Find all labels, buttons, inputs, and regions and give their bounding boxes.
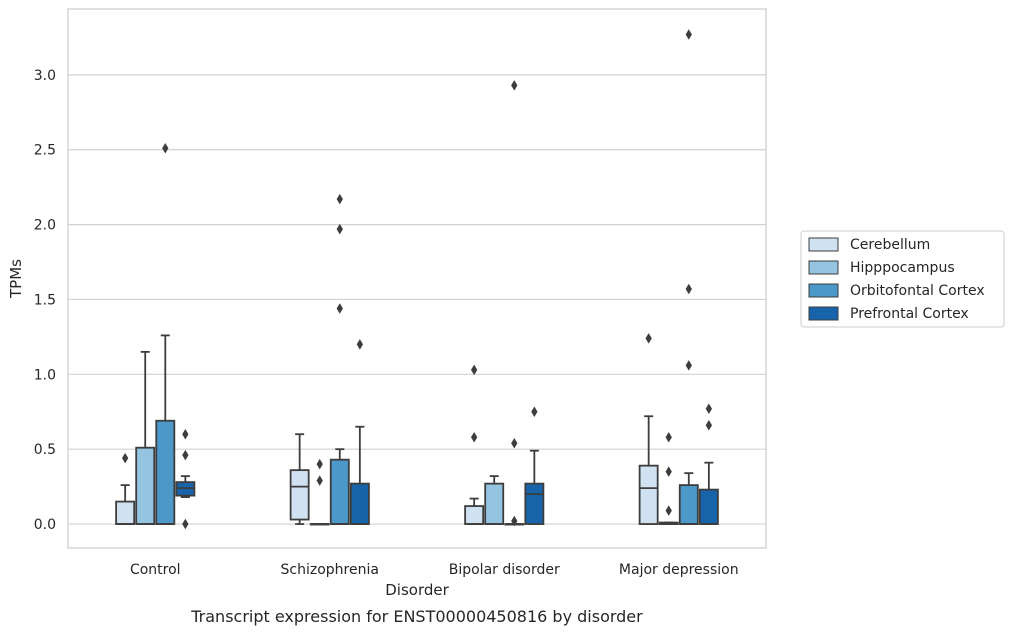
outlier-point bbox=[705, 419, 713, 431]
box-cerebellum bbox=[115, 452, 136, 525]
outlier-point bbox=[511, 515, 518, 527]
legend-swatch bbox=[808, 306, 839, 321]
outlier-point bbox=[665, 466, 672, 477]
box-orbitofontal-cortex bbox=[329, 193, 350, 525]
box-body bbox=[638, 464, 659, 525]
box-body bbox=[155, 419, 176, 525]
box-body bbox=[678, 484, 699, 525]
box-body bbox=[349, 482, 370, 525]
box-hipppocampus bbox=[135, 350, 156, 525]
outlier-point bbox=[511, 80, 518, 91]
legend-label: Orbitofontal Cortex bbox=[850, 283, 985, 299]
y-axis-label: TPMs bbox=[7, 259, 25, 299]
outlier-point bbox=[665, 505, 672, 516]
y-tick-labels: 0.0 0.5 1.0 1.5 2.0 2.5 3.0 bbox=[34, 68, 56, 533]
y-tick-label: 2.5 bbox=[34, 143, 56, 159]
outlier-point bbox=[336, 303, 343, 314]
outlier-point bbox=[685, 360, 692, 371]
x-tick-label: Major depression bbox=[619, 562, 739, 578]
outlier-point bbox=[645, 333, 652, 344]
x-tick-labels: Control Schizophrenia Bipolar disorder Majo… bbox=[130, 562, 739, 578]
legend-swatch bbox=[808, 260, 839, 275]
y-tick-label: 1.0 bbox=[34, 367, 56, 383]
box-cerebellum bbox=[638, 333, 659, 525]
outlier-point bbox=[665, 431, 672, 443]
gridlines bbox=[68, 74, 766, 525]
box-cerebellum bbox=[464, 364, 485, 525]
box-prefrontal-cortex bbox=[698, 403, 719, 525]
box-hipppocampus bbox=[309, 458, 330, 526]
outlier-point bbox=[531, 406, 538, 418]
box-body bbox=[135, 446, 156, 525]
outlier-point bbox=[336, 193, 343, 205]
box-hipppocampus bbox=[658, 431, 679, 525]
outlier-point bbox=[162, 142, 169, 154]
x-tick-label: Bipolar disorder bbox=[449, 562, 560, 578]
outlier-point bbox=[685, 29, 692, 40]
box-body bbox=[329, 458, 350, 525]
outlier-point bbox=[182, 518, 189, 530]
box-prefrontal-cortex bbox=[349, 339, 370, 525]
outlier-point bbox=[356, 339, 364, 350]
y-tick-label: 2.0 bbox=[34, 218, 56, 234]
outlier-point bbox=[121, 452, 129, 464]
box-body bbox=[115, 500, 136, 525]
legend-swatch bbox=[808, 237, 839, 252]
outlier-point bbox=[685, 283, 692, 295]
y-tick-label: 0.0 bbox=[34, 517, 56, 533]
box-body bbox=[698, 488, 719, 525]
legend-frame bbox=[800, 230, 1005, 328]
outlier-point bbox=[182, 449, 189, 461]
x-axis-label: Disorder bbox=[385, 581, 449, 599]
box-prefrontal-cortex bbox=[175, 428, 196, 530]
outlier-point bbox=[705, 403, 713, 415]
x-tick-label: Schizophrenia bbox=[281, 562, 379, 578]
box-orbitofontal-cortex bbox=[504, 80, 525, 527]
legend-label: Prefrontal Cortex bbox=[850, 306, 969, 322]
x-tick-label: Control bbox=[130, 562, 181, 578]
y-tick-label: 1.5 bbox=[34, 292, 56, 308]
outlier-point bbox=[470, 431, 478, 443]
box-orbitofontal-cortex bbox=[155, 142, 176, 525]
box-body bbox=[289, 469, 310, 521]
outlier-point bbox=[511, 437, 518, 449]
box-prefrontal-cortex bbox=[524, 406, 545, 525]
legend: Cerebellum Hipppocampus Orbitofontal Corte… bbox=[800, 230, 1005, 328]
outlier-point bbox=[182, 428, 189, 440]
box-body bbox=[524, 482, 545, 525]
box-cerebellum bbox=[289, 433, 310, 525]
outlier-point bbox=[336, 223, 343, 235]
legend-swatch bbox=[808, 283, 839, 298]
boxes bbox=[115, 29, 719, 530]
y-tick-label: 0.5 bbox=[34, 442, 56, 458]
box-body bbox=[464, 505, 485, 525]
legend-label: Hipppocampus bbox=[850, 260, 955, 276]
outlier-point bbox=[470, 364, 478, 376]
outlier-point bbox=[316, 458, 323, 470]
chart-caption: Transcript expression for ENST0000045081… bbox=[190, 607, 643, 626]
plot-frame bbox=[67, 8, 767, 549]
outlier-point bbox=[316, 475, 323, 486]
box-body bbox=[484, 482, 505, 525]
box-hipppocampus bbox=[484, 475, 505, 525]
box-orbitofontal-cortex bbox=[678, 29, 699, 525]
y-tick-label: 3.0 bbox=[34, 68, 56, 84]
legend-label: Cerebellum bbox=[850, 237, 930, 253]
